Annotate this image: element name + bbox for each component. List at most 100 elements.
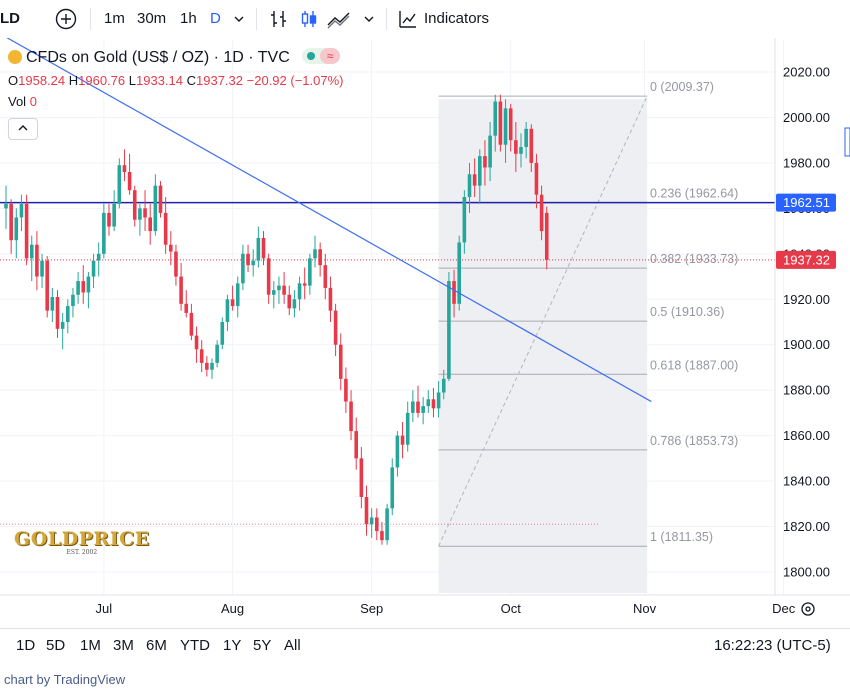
candle-body[interactable] xyxy=(380,531,384,541)
candle-body[interactable] xyxy=(179,276,183,304)
candle-body[interactable] xyxy=(14,217,19,241)
candle-body[interactable] xyxy=(210,362,214,370)
candle-body[interactable] xyxy=(132,190,137,220)
candle-body[interactable] xyxy=(35,244,39,277)
add-compare-icon[interactable] xyxy=(55,8,77,35)
candle-body[interactable] xyxy=(215,344,219,363)
candle-body[interactable] xyxy=(375,517,379,532)
candle-body[interactable] xyxy=(277,285,281,291)
candle-body[interactable] xyxy=(66,306,70,322)
gear-icon[interactable] xyxy=(801,602,815,616)
candle-body[interactable] xyxy=(287,294,292,309)
candle-body[interactable] xyxy=(493,101,498,136)
candle-body[interactable] xyxy=(148,217,152,232)
interval-d[interactable]: D xyxy=(210,10,221,27)
candle-body[interactable] xyxy=(24,203,29,259)
candle-body[interactable] xyxy=(369,517,374,525)
candle-body[interactable] xyxy=(251,260,255,266)
candle-body[interactable] xyxy=(508,108,513,141)
range-6m[interactable]: 6M xyxy=(146,637,167,654)
range-ytd[interactable]: YTD xyxy=(180,637,210,654)
candle-body[interactable] xyxy=(76,281,80,295)
range-1m[interactable]: 1M xyxy=(80,637,101,654)
candle-body[interactable] xyxy=(385,508,389,541)
candle-body[interactable] xyxy=(256,237,261,261)
candle-body[interactable] xyxy=(308,258,312,286)
indicators-button[interactable]: Indicators xyxy=(424,10,490,27)
candle-body[interactable] xyxy=(400,435,405,445)
interval-30m[interactable]: 30m xyxy=(137,10,167,27)
candle-body[interactable] xyxy=(318,249,322,266)
candle-body[interactable] xyxy=(297,283,302,300)
candles-chart-icon[interactable] xyxy=(298,8,320,35)
candle-body[interactable] xyxy=(4,203,8,209)
range-3m[interactable]: 3M xyxy=(113,637,134,654)
candle-body[interactable] xyxy=(498,101,503,145)
candle-body[interactable] xyxy=(235,283,240,307)
candle-body[interactable] xyxy=(174,251,178,277)
candle-body[interactable] xyxy=(323,265,328,288)
candle-body[interactable] xyxy=(19,203,24,218)
candle-body[interactable] xyxy=(411,401,415,413)
candle-body[interactable] xyxy=(205,362,209,370)
candle-body[interactable] xyxy=(138,208,142,220)
candle-body[interactable] xyxy=(225,299,230,322)
candle-body[interactable] xyxy=(426,399,431,407)
candle-body[interactable] xyxy=(55,297,60,329)
candle-body[interactable] xyxy=(153,185,158,232)
candle-body[interactable] xyxy=(338,344,343,379)
range-all[interactable]: All xyxy=(284,637,301,654)
candle-body[interactable] xyxy=(292,299,297,309)
candle-body[interactable] xyxy=(9,203,13,241)
candle-body[interactable] xyxy=(421,406,425,413)
range-1d[interactable]: 1D xyxy=(16,637,36,654)
candle-body[interactable] xyxy=(158,185,163,213)
candle-body[interactable] xyxy=(127,172,132,191)
candle-body[interactable] xyxy=(91,260,96,277)
candle-body[interactable] xyxy=(112,203,116,227)
chevron-down-icon[interactable] xyxy=(232,12,246,31)
candle-body[interactable] xyxy=(364,497,369,525)
candle-body[interactable] xyxy=(230,299,235,307)
candle-body[interactable] xyxy=(261,237,266,259)
candle-body[interactable] xyxy=(71,294,75,307)
candle-body[interactable] xyxy=(472,174,477,186)
candle-body[interactable] xyxy=(359,458,364,497)
range-1y[interactable]: 1Y xyxy=(223,637,242,654)
range-5y[interactable]: 5Y xyxy=(253,637,272,654)
candle-body[interactable] xyxy=(163,212,168,245)
candle-body[interactable] xyxy=(488,135,492,168)
candle-body[interactable] xyxy=(302,283,307,286)
candle-body[interactable] xyxy=(349,401,353,432)
candle-body[interactable] xyxy=(462,197,467,243)
candle-body[interactable] xyxy=(107,212,111,227)
candle-body[interactable] xyxy=(478,156,482,186)
candle-body[interactable] xyxy=(122,165,127,172)
candle-body[interactable] xyxy=(333,310,338,345)
candle-body[interactable] xyxy=(220,322,225,345)
candle-body[interactable] xyxy=(266,258,271,295)
candle-body[interactable] xyxy=(483,156,487,168)
interval-1m[interactable]: 1m xyxy=(104,10,125,27)
candle-body[interactable] xyxy=(50,297,55,311)
candle-body[interactable] xyxy=(544,212,549,260)
clock-timezone[interactable]: 16:22:23 (UTC-5) xyxy=(714,637,831,654)
candle-body[interactable] xyxy=(514,140,518,154)
area-chart-icon[interactable] xyxy=(326,8,352,35)
candle-body[interactable] xyxy=(272,290,276,295)
attribution-link[interactable]: chart by TradingView xyxy=(4,672,126,687)
candle-body[interactable] xyxy=(246,253,250,266)
candle-body[interactable] xyxy=(452,281,456,304)
candle-body[interactable] xyxy=(354,431,358,459)
candle-body[interactable] xyxy=(405,412,410,445)
candle-body[interactable] xyxy=(282,285,286,295)
candle-body[interactable] xyxy=(503,108,508,145)
interval-1h[interactable]: 1h xyxy=(180,10,197,27)
candle-body[interactable] xyxy=(313,249,317,259)
candle-body[interactable] xyxy=(189,312,194,336)
candle-body[interactable] xyxy=(143,208,147,218)
candle-body[interactable] xyxy=(86,276,91,293)
candle-body[interactable] xyxy=(102,212,106,254)
candle-body[interactable] xyxy=(117,165,122,204)
symbol-name[interactable]: LD xyxy=(0,10,20,27)
